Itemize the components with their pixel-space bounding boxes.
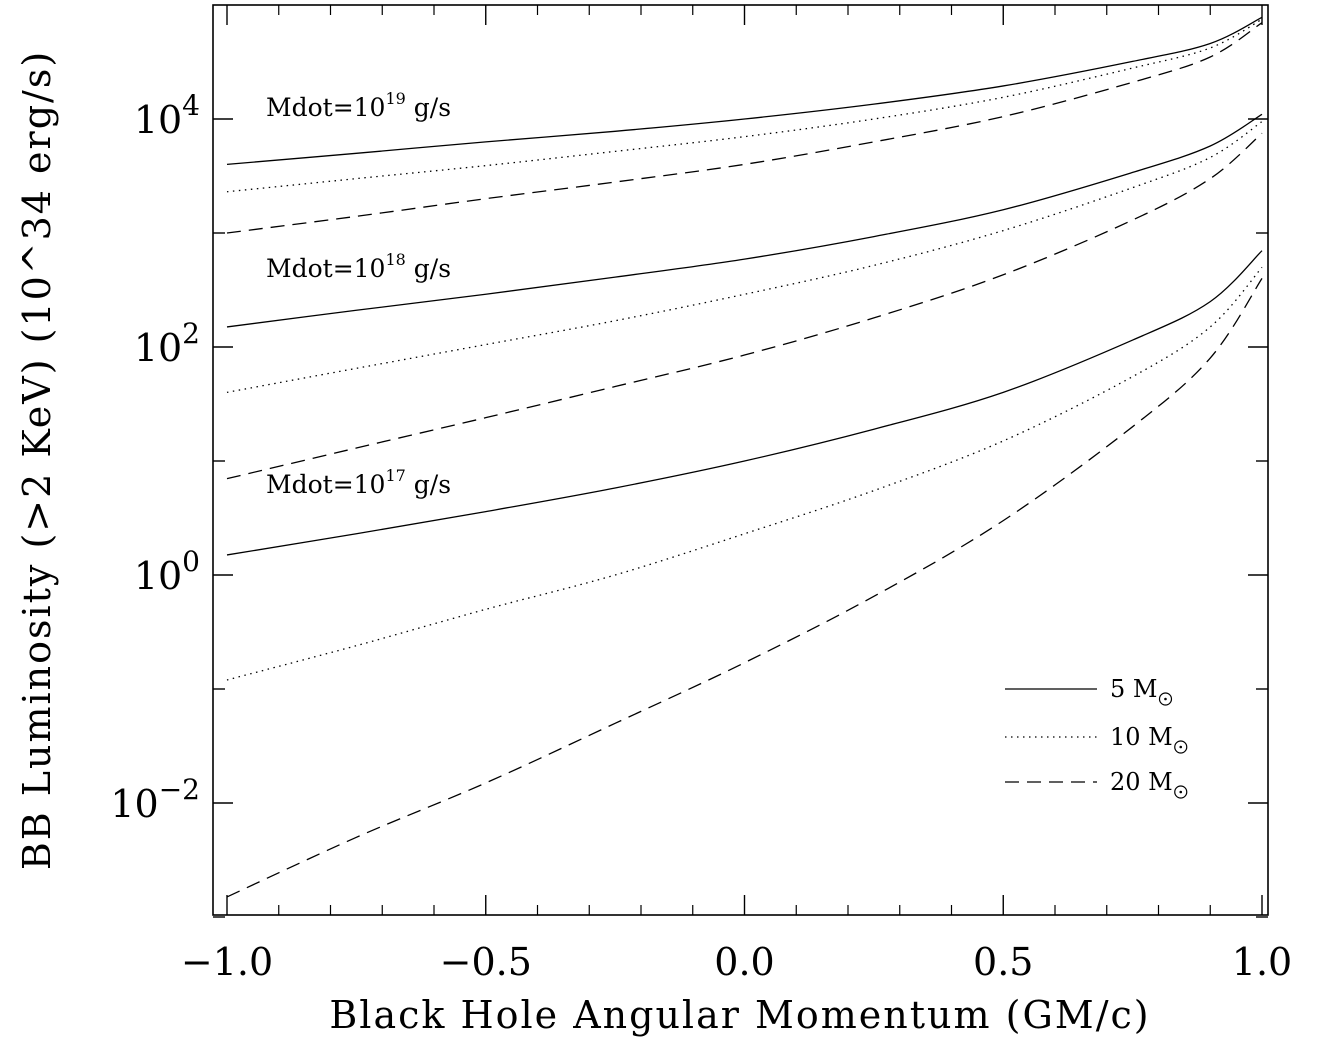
legend-unit: M <box>1148 723 1173 751</box>
legend-label: 5 M <box>1110 675 1157 703</box>
y-tick-exponent: 2 <box>182 317 200 350</box>
series-line-group2-dotted <box>226 266 1263 681</box>
y-tick-label: 102 <box>134 317 200 370</box>
series-line-group2-solid <box>226 250 1263 556</box>
y-tick-exponent: −2 <box>159 773 200 806</box>
legend: 5 M10 M20 M <box>1005 675 1188 799</box>
y-tick-base: 10 <box>134 98 182 142</box>
solar-mass-icon <box>1174 785 1188 799</box>
series-layer <box>226 16 1263 898</box>
mdot-label-suffix: g/s <box>406 470 451 499</box>
y-tick-label: 100 <box>134 545 200 598</box>
x-tick-label: 0.0 <box>714 940 774 984</box>
mdot-label-prefix: Mdot=10 <box>266 93 385 122</box>
solar-mass-icon-dot <box>1179 745 1183 749</box>
series-line-group0-dashed <box>226 22 1263 234</box>
mdot-label-exponent: 18 <box>385 250 405 269</box>
legend-label: 10 M <box>1110 723 1173 751</box>
mdot-label: Mdot=1019 g/s <box>266 89 451 122</box>
x-tick-label: −0.5 <box>440 940 532 984</box>
series-line-group0-solid <box>226 16 1263 166</box>
legend-unit: M <box>1133 675 1158 703</box>
y-tick-base: 10 <box>134 326 182 370</box>
x-tick-label: 0.5 <box>973 940 1033 984</box>
mdot-label: Mdot=1017 g/s <box>266 466 451 499</box>
solar-mass-icon-dot <box>1164 697 1167 701</box>
y-tick-base: 10 <box>134 554 182 598</box>
mdot-label-prefix: Mdot=10 <box>266 470 385 499</box>
mdot-label-exponent: 17 <box>385 466 405 485</box>
legend-label: 20 M <box>1110 768 1173 796</box>
series-line-group1-dotted <box>226 121 1263 394</box>
y-axis-title: BB Luminosity (>2 KeV) (10^34 erg/s) <box>15 50 59 870</box>
legend-mass: 5 <box>1110 675 1133 703</box>
mdot-label-suffix: g/s <box>406 93 451 122</box>
solar-mass-icon <box>1158 692 1173 706</box>
mdot-label-prefix: Mdot=10 <box>266 254 385 283</box>
y-tick-label: 10−2 <box>110 773 200 826</box>
y-tick-exponent: 4 <box>182 89 200 122</box>
series-line-group1-dashed <box>226 132 1263 480</box>
solar-mass-icon <box>1174 740 1188 754</box>
x-tick-label: 1.0 <box>1232 940 1292 984</box>
y-tick-label: 104 <box>134 89 200 142</box>
x-tick-label: −1.0 <box>181 940 273 984</box>
y-tick-base: 10 <box>110 782 158 826</box>
y-tick-exponent: 0 <box>182 545 200 578</box>
plot-frame <box>212 4 1269 916</box>
mdot-label-suffix: g/s <box>406 254 451 283</box>
mdot-label: Mdot=1018 g/s <box>266 250 451 283</box>
x-axis-title: Black Hole Angular Momentum (GM/c) <box>329 993 1150 1037</box>
legend-unit: M <box>1148 768 1173 796</box>
series-line-group2-dashed <box>226 278 1263 898</box>
legend-mass: 10 <box>1110 723 1148 751</box>
series-line-group1-solid <box>226 113 1263 328</box>
legend-mass: 20 <box>1110 768 1148 796</box>
mdot-label-exponent: 19 <box>385 89 405 108</box>
solar-mass-icon-dot <box>1179 790 1183 794</box>
